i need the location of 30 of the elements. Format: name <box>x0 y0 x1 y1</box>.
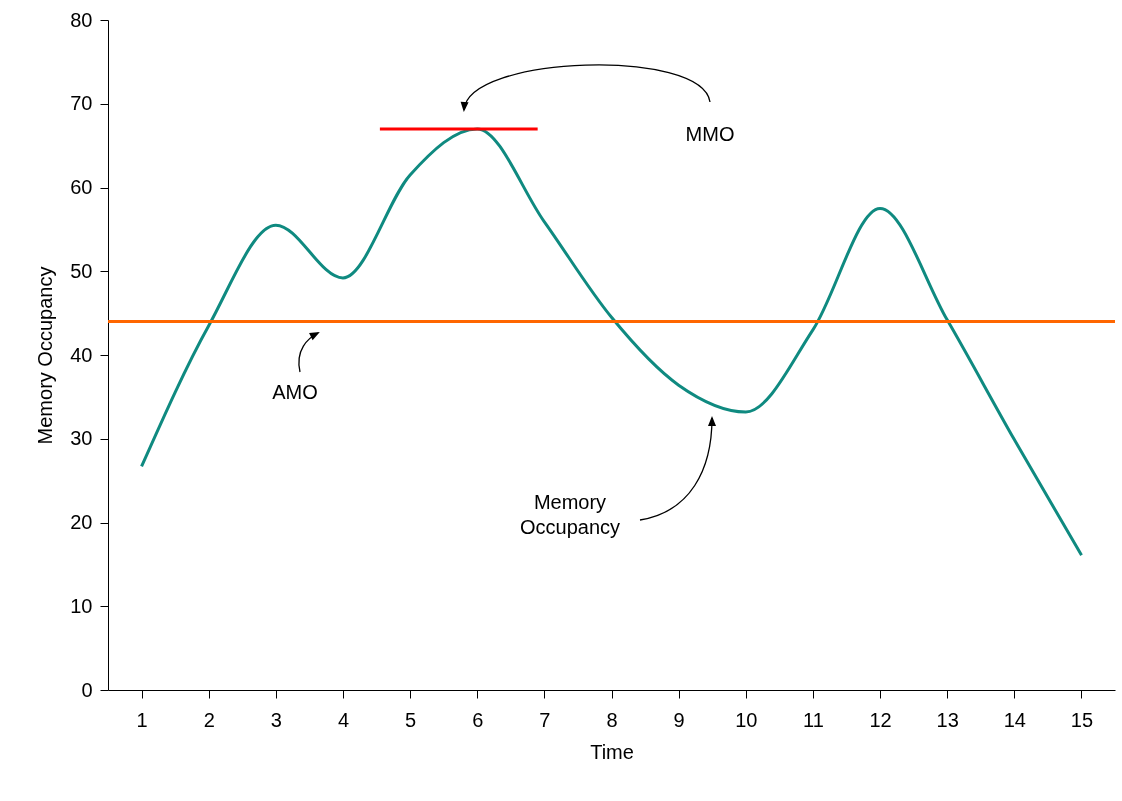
x-tick-label: 12 <box>869 708 892 731</box>
annotation: Memory Occupancy <box>519 491 621 538</box>
x-tick-label: 2 <box>203 708 215 731</box>
y-axis-title: Memory Occupancy <box>34 266 57 445</box>
x-tick-label: 10 <box>735 708 758 731</box>
x-axis-title: Time <box>590 740 634 763</box>
annotation: MMO <box>685 123 735 145</box>
x-tick-label: 9 <box>673 708 685 731</box>
x-tick-label: 5 <box>405 708 417 731</box>
x-tick-label: 15 <box>1070 708 1094 731</box>
y-tick-label: 0 <box>81 678 93 701</box>
y-tick-label: 80 <box>70 8 93 31</box>
x-tick-label: 6 <box>472 708 484 731</box>
y-tick-label: 10 <box>70 594 93 617</box>
y-tick-label: 20 <box>70 511 93 533</box>
x-tick-label: 8 <box>606 708 618 731</box>
x-tick-label: 13 <box>936 708 959 731</box>
x-tick-label: 4 <box>337 708 350 731</box>
y-tick-label: 70 <box>70 92 93 115</box>
y-tick-label: 60 <box>70 176 93 198</box>
y-tick-label: 40 <box>70 343 93 366</box>
x-tick-label: 3 <box>270 708 282 731</box>
y-tick-label: 50 <box>70 259 93 282</box>
x-tick-label: 11 <box>803 708 824 731</box>
y-tick-label: 30 <box>70 427 93 450</box>
x-tick-label: 1 <box>136 708 148 731</box>
x-tick-label: 14 <box>1003 708 1026 731</box>
annotation: AMO <box>272 381 318 403</box>
x-tick-label: 7 <box>539 708 551 731</box>
line-series <box>140 127 1083 557</box>
